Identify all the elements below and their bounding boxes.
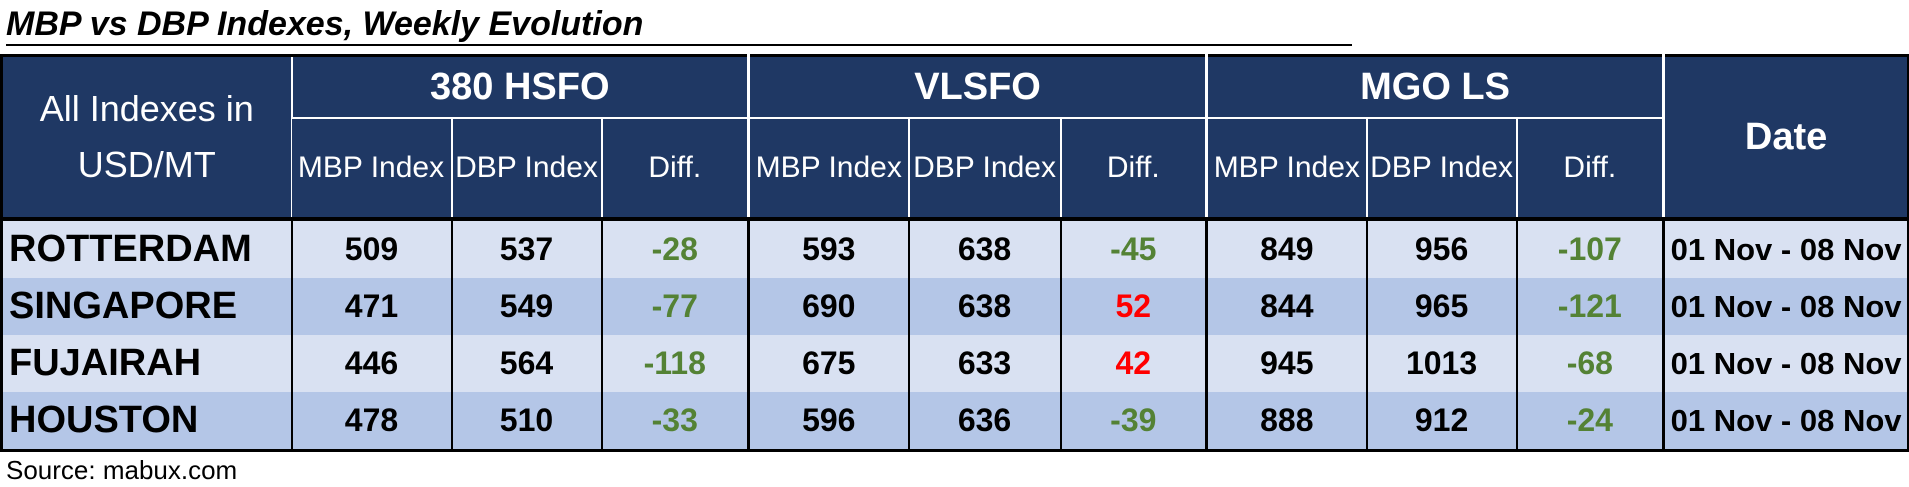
dbp-value-vlsfo: 636 [907, 392, 1061, 451]
diff-value-mgo: -121 [1515, 278, 1664, 335]
diff-value-hsfo: -33 [600, 392, 749, 451]
group-header-hsfo: 380 HSFO [290, 55, 749, 119]
mbp-value-hsfo: 478 [290, 392, 452, 451]
date-range: 01 Nov - 08 Nov [1662, 278, 1909, 335]
dbp-value-mgo: 965 [1365, 278, 1517, 335]
dbp-value-hsfo: 510 [450, 392, 602, 451]
header-separator [1, 217, 1909, 221]
port-name: FUJAIRAH [1, 335, 292, 392]
diff-value-mgo: -107 [1515, 221, 1664, 278]
dbp-value-hsfo: 549 [450, 278, 602, 335]
diff-value-hsfo: -118 [600, 335, 749, 392]
dbp-value-mgo: 912 [1365, 392, 1517, 451]
diff-value-vlsfo: -45 [1059, 221, 1207, 278]
group-header-row: All Indexes in USD/MT 380 HSFO VLSFO MGO… [1, 55, 1909, 217]
mbp-value-hsfo: 446 [290, 335, 452, 392]
subheader-dbp-hsfo: DBP Index [450, 118, 602, 217]
port-name: HOUSTON [1, 392, 292, 451]
table-row: ROTTERDAM 509 537 -28 593 638 -45 849 956 -107 01 … [1, 221, 1909, 278]
mbp-value-hsfo: 509 [290, 221, 452, 278]
corner-header-line2: USD/MT [77, 144, 216, 185]
group-header-vlsfo: VLSFO [747, 55, 1207, 119]
port-name: ROTTERDAM [1, 221, 292, 278]
table-body: ROTTERDAM 509 537 -28 593 638 -45 849 956 -107 01 … [1, 221, 1909, 451]
subheader-dbp-vlsfo: DBP Index [907, 118, 1061, 217]
table-row: HOUSTON 478 510 -33 596 636 -39 888 912 -24 01 Nov… [1, 392, 1909, 451]
mbp-value-vlsfo: 593 [747, 221, 909, 278]
subheader-mbp-mgo: MBP Index [1205, 118, 1367, 217]
dbp-value-hsfo: 564 [450, 335, 602, 392]
mbp-value-mgo: 888 [1205, 392, 1367, 451]
mbp-value-mgo: 945 [1205, 335, 1367, 392]
date-range: 01 Nov - 08 Nov [1662, 392, 1909, 451]
dbp-value-hsfo: 537 [450, 221, 602, 278]
table-row: FUJAIRAH 446 564 -118 675 633 42 945 1013 -68 01 N… [1, 335, 1909, 392]
date-header: Date [1662, 55, 1909, 217]
corner-header-line1: All Indexes in [39, 88, 254, 129]
diff-value-vlsfo: 52 [1059, 278, 1207, 335]
table-row: SINGAPORE 471 549 -77 690 638 52 844 965 -121 01 N… [1, 278, 1909, 335]
date-range: 01 Nov - 08 Nov [1662, 335, 1909, 392]
dbp-value-mgo: 1013 [1365, 335, 1517, 392]
diff-value-vlsfo: 42 [1059, 335, 1207, 392]
index-table: All Indexes in USD/MT 380 HSFO VLSFO MGO… [0, 54, 1909, 452]
mbp-value-vlsfo: 690 [747, 278, 909, 335]
group-header-mgo: MGO LS [1205, 55, 1664, 119]
subheader-mbp-hsfo: MBP Index [291, 118, 452, 217]
subheader-diff-mgo: Diff. [1515, 118, 1664, 217]
date-range: 01 Nov - 08 Nov [1662, 221, 1909, 278]
mbp-value-mgo: 844 [1205, 278, 1367, 335]
mbp-value-mgo: 849 [1205, 221, 1367, 278]
dbp-value-vlsfo: 633 [907, 335, 1061, 392]
mbp-value-vlsfo: 675 [747, 335, 909, 392]
subheader-mbp-vlsfo: MBP Index [747, 118, 909, 217]
port-name: SINGAPORE [1, 278, 292, 335]
source-note: Source: mabux.com [6, 455, 238, 485]
corner-header: All Indexes in USD/MT [1, 55, 292, 217]
mbp-value-hsfo: 471 [290, 278, 452, 335]
diff-value-hsfo: -28 [600, 221, 749, 278]
dbp-value-vlsfo: 638 [907, 221, 1061, 278]
diff-value-hsfo: -77 [600, 278, 749, 335]
dbp-value-mgo: 956 [1365, 221, 1517, 278]
table-title: MBP vs DBP Indexes, Weekly Evolution [6, 4, 1352, 46]
subheader-dbp-mgo: DBP Index [1365, 118, 1517, 217]
diff-value-mgo: -24 [1515, 392, 1664, 451]
diff-value-mgo: -68 [1515, 335, 1664, 392]
diff-value-vlsfo: -39 [1059, 392, 1207, 451]
subheader-diff-vlsfo: Diff. [1059, 118, 1207, 217]
mbp-value-vlsfo: 596 [747, 392, 909, 451]
dbp-value-vlsfo: 638 [907, 278, 1061, 335]
subheader-row: MBP Index DBP Index Diff. MBP Index DBP … [2, 118, 1909, 217]
subheader-diff-hsfo: Diff. [600, 118, 749, 217]
